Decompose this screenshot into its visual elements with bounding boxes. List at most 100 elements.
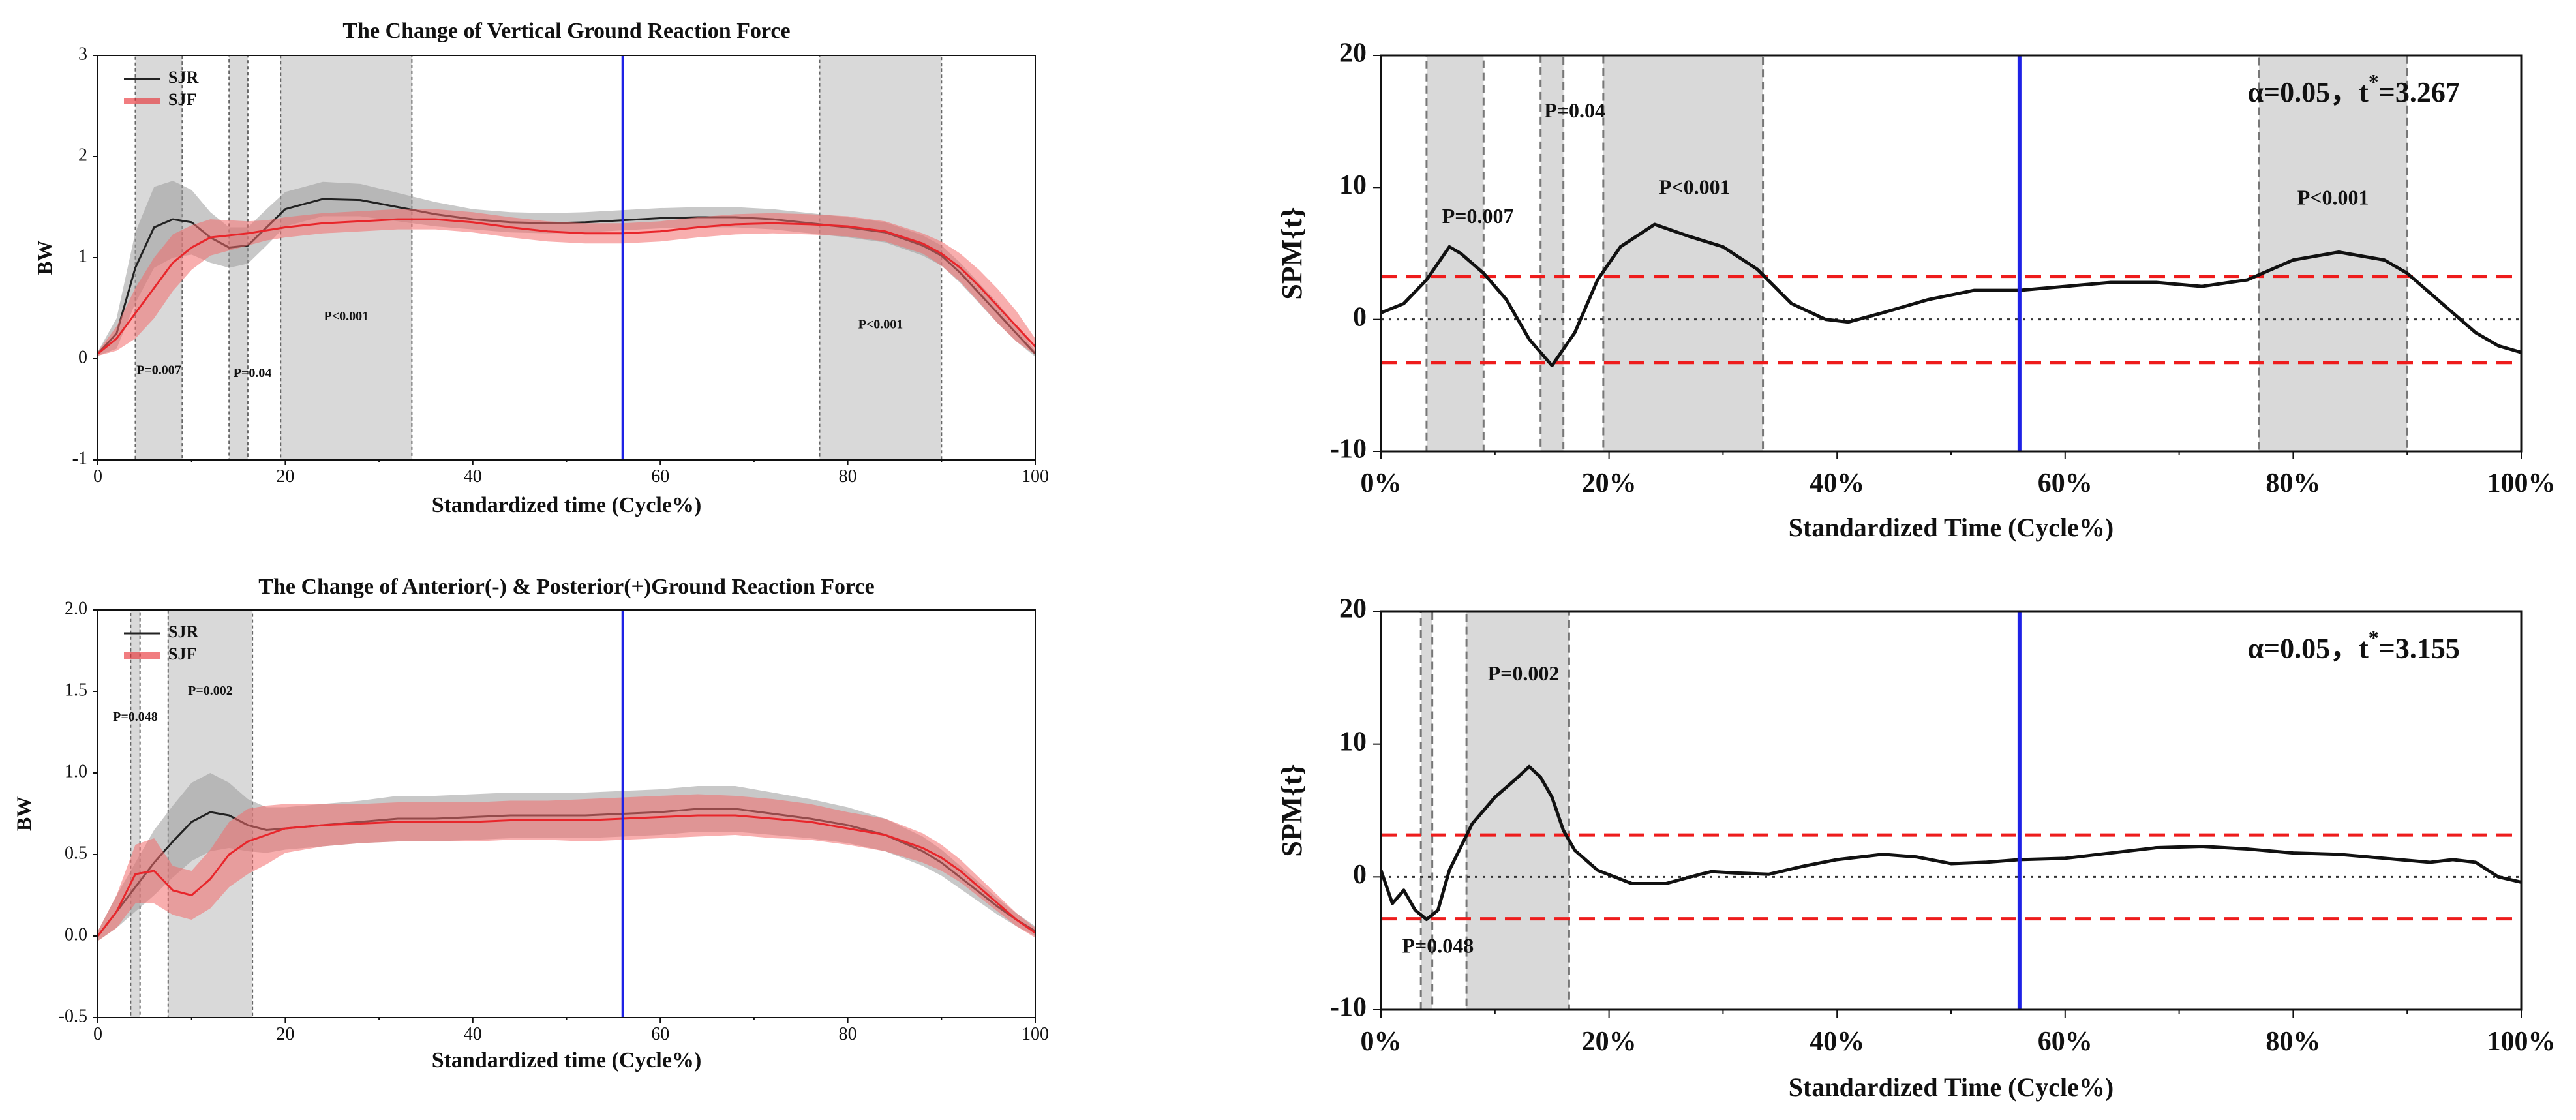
annotation-prefix: α=0.05，t xyxy=(2247,76,2369,108)
y-tick-label: 0 xyxy=(1353,860,1367,890)
sjf-sd-band xyxy=(98,794,1035,941)
y-axis-label: BW xyxy=(33,240,56,275)
x-tick-label: 60 xyxy=(651,1024,669,1044)
p-value-label: P=0.048 xyxy=(113,710,158,724)
x-tick-label: 0% xyxy=(1361,468,1402,498)
x-tick-label: 80% xyxy=(2265,468,2320,498)
x-tick-label: 0 xyxy=(93,1024,102,1044)
p-value-label: P=0.002 xyxy=(188,684,233,698)
y-tick-label: 2 xyxy=(78,145,87,165)
p-value-label: P=0.007 xyxy=(1442,204,1514,228)
series-group xyxy=(1381,222,2521,367)
legend-label-sjf: SJF xyxy=(168,644,196,663)
series-group xyxy=(1381,764,2521,922)
p-value-label: P<0.001 xyxy=(2297,186,2369,209)
x-tick-label: 100% xyxy=(2487,1027,2556,1057)
p-value-label: P=0.04 xyxy=(234,366,272,380)
p-value-label: P=0.007 xyxy=(136,363,181,377)
anterior-posterior-grf-spm-chart: P=0.048 P=0.002 0% 20% 40% 60% 80% 100% -10 0 10 20… xyxy=(1276,594,2555,1102)
legend: SJR SJF xyxy=(124,68,198,109)
y-tick-label: 10 xyxy=(1339,727,1367,757)
chart-title: The Change of Vertical Ground Reaction F… xyxy=(342,19,790,43)
significance-region xyxy=(1425,54,1485,453)
legend-label-sjr: SJR xyxy=(168,68,198,87)
x-tick-label: 40 xyxy=(464,1024,482,1044)
vertical-grf-spm-chart: P=0.007 P=0.04 P<0.001 P<0.001 0% 20% 40% 60% 80… xyxy=(1276,38,2555,542)
x-tick-label: 20% xyxy=(1582,1027,1637,1057)
series-group xyxy=(98,773,1035,941)
p-value-label: P=0.048 xyxy=(1402,933,1474,957)
y-tick-label: -1 xyxy=(72,448,87,468)
legend-label-sjr: SJR xyxy=(168,622,198,641)
y-tick-label: 0.0 xyxy=(65,924,87,945)
x-tick-label: 40 xyxy=(464,466,482,487)
spm-curve xyxy=(1381,764,2521,922)
alpha-critical-annotation: α=0.05，t*=3.267 xyxy=(2247,70,2459,108)
y-tick-label: 2.0 xyxy=(65,598,87,618)
x-tick-label: 80 xyxy=(839,1024,857,1044)
p-value-label: P=0.04 xyxy=(1544,98,1605,122)
x-tick-label: 100 xyxy=(1022,1024,1049,1044)
y-tick-label: 1.5 xyxy=(65,680,87,700)
series-group xyxy=(98,181,1035,357)
x-tick-label: 60 xyxy=(651,466,669,487)
x-tick-label: 60% xyxy=(2038,1027,2093,1057)
x-tick-label: 80% xyxy=(2265,1027,2320,1057)
annotation-value: =3.155 xyxy=(2379,632,2460,664)
y-tick-label: -10 xyxy=(1330,993,1367,1023)
y-axis-label: SPM{t} xyxy=(1276,207,1308,299)
annotation-value: =3.267 xyxy=(2379,76,2460,108)
x-axis-label: Standardized time (Cycle%) xyxy=(432,1048,702,1072)
y-tick-label: -0.5 xyxy=(59,1006,87,1026)
p-value-label: P<0.001 xyxy=(1659,175,1731,198)
p-value-label: P<0.001 xyxy=(858,318,903,332)
x-axis-label: Standardized Time (Cycle%) xyxy=(1789,513,2114,542)
x-tick-label: 60% xyxy=(2038,468,2093,498)
y-tick-label: 10 xyxy=(1339,170,1367,200)
alpha-critical-annotation: α=0.05，t*=3.155 xyxy=(2247,626,2459,664)
significance-region xyxy=(280,55,413,461)
y-tick-label: 1 xyxy=(78,246,87,266)
sjf-mean-line xyxy=(98,218,1035,355)
legend: SJR SJF xyxy=(124,622,198,663)
annotation-prefix: α=0.05，t xyxy=(2247,632,2369,664)
y-axis-label: SPM{t} xyxy=(1276,764,1308,856)
y-axis-label: BW xyxy=(12,796,35,831)
p-value-label: P=0.002 xyxy=(1488,661,1560,685)
y-tick-label: 20 xyxy=(1339,38,1367,68)
y-tick-label: 1.0 xyxy=(65,761,87,781)
x-tick-label: 20% xyxy=(1582,468,1637,498)
y-tick-label: -10 xyxy=(1330,434,1367,464)
sjf-mean-line xyxy=(98,814,1035,937)
x-tick-label: 40% xyxy=(1810,1027,1864,1057)
significance-region xyxy=(819,55,943,461)
significance-region xyxy=(1539,54,1565,453)
p-value-label: P<0.001 xyxy=(324,309,369,324)
x-tick-label: 0% xyxy=(1361,1027,1402,1057)
x-tick-label: 80 xyxy=(839,466,857,487)
x-axis-label: Standardized Time (Cycle%) xyxy=(1789,1072,2114,1102)
y-tick-label: 0.5 xyxy=(65,843,87,863)
x-tick-label: 40% xyxy=(1810,468,1864,498)
y-tick-label: 3 xyxy=(78,44,87,64)
significance-region xyxy=(1602,54,1765,453)
y-tick-label: 0 xyxy=(78,347,87,367)
x-tick-label: 100% xyxy=(2487,468,2556,498)
y-tick-label: 0 xyxy=(1353,302,1367,332)
x-tick-label: 0 xyxy=(93,466,102,487)
y-tick-label: 20 xyxy=(1339,594,1367,624)
x-axis-label: Standardized time (Cycle%) xyxy=(432,493,702,517)
chart-title: The Change of Anterior(-) & Posterior(+)… xyxy=(258,575,874,599)
legend-label-sjf: SJF xyxy=(168,90,196,109)
spm-curve xyxy=(1381,222,2521,367)
annotation-superscript: * xyxy=(2369,626,2379,649)
x-tick-label: 20 xyxy=(276,1024,294,1044)
x-tick-label: 100 xyxy=(1022,466,1049,487)
x-tick-label: 20 xyxy=(276,466,294,487)
annotation-superscript: * xyxy=(2369,70,2379,93)
anterior-posterior-grf-chart: P=0.048 P=0.002 0 20 40 60 80 100 -0.5 0.0 0.5 1.0 1… xyxy=(12,575,1049,1072)
sjf-sd-band xyxy=(98,209,1035,356)
significance-region xyxy=(130,609,141,1018)
